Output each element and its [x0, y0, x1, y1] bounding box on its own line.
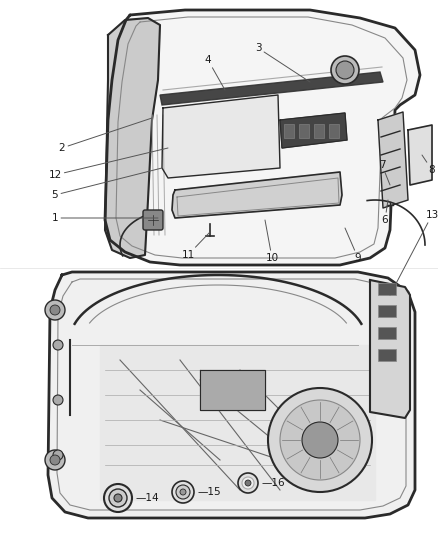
Text: 8: 8 — [422, 155, 435, 175]
FancyBboxPatch shape — [143, 210, 163, 230]
Bar — [378, 349, 396, 361]
Polygon shape — [370, 280, 410, 418]
Circle shape — [268, 388, 372, 492]
Circle shape — [172, 481, 194, 503]
Circle shape — [336, 61, 354, 79]
Polygon shape — [299, 124, 309, 138]
Text: 10: 10 — [265, 220, 279, 263]
Circle shape — [53, 395, 63, 405]
Polygon shape — [408, 125, 432, 185]
Circle shape — [50, 305, 60, 315]
Circle shape — [242, 477, 254, 489]
Text: —14: —14 — [136, 493, 159, 503]
Circle shape — [53, 340, 63, 350]
Circle shape — [180, 489, 186, 495]
Polygon shape — [314, 124, 324, 138]
Circle shape — [176, 485, 190, 499]
Polygon shape — [280, 113, 347, 148]
Text: 3: 3 — [254, 43, 310, 82]
Text: 5: 5 — [52, 168, 162, 200]
Bar — [378, 305, 396, 317]
Circle shape — [45, 300, 65, 320]
Polygon shape — [329, 124, 339, 138]
Text: —15: —15 — [198, 487, 222, 497]
Text: 13: 13 — [390, 210, 438, 295]
Text: 1: 1 — [52, 213, 158, 223]
Text: 2: 2 — [59, 118, 152, 153]
Polygon shape — [378, 112, 408, 208]
Text: 7: 7 — [379, 160, 390, 185]
Text: 9: 9 — [345, 228, 361, 263]
Polygon shape — [105, 10, 420, 265]
Circle shape — [238, 473, 258, 493]
Circle shape — [104, 484, 132, 512]
Polygon shape — [172, 172, 342, 218]
Text: 12: 12 — [48, 148, 168, 180]
Circle shape — [53, 450, 63, 460]
Text: 11: 11 — [181, 232, 210, 260]
Text: —16: —16 — [262, 478, 286, 488]
Circle shape — [245, 480, 251, 486]
Polygon shape — [100, 345, 375, 500]
Polygon shape — [284, 124, 294, 138]
Circle shape — [302, 422, 338, 458]
Polygon shape — [48, 272, 415, 518]
Circle shape — [45, 450, 65, 470]
Polygon shape — [200, 370, 265, 410]
Polygon shape — [162, 95, 280, 178]
Polygon shape — [105, 18, 160, 258]
Circle shape — [109, 489, 127, 507]
Text: 6: 6 — [381, 200, 389, 225]
Polygon shape — [160, 72, 383, 105]
Text: 4: 4 — [205, 55, 225, 90]
Circle shape — [114, 494, 122, 502]
Bar — [378, 327, 396, 339]
Bar — [378, 283, 396, 295]
Circle shape — [331, 56, 359, 84]
Circle shape — [280, 400, 360, 480]
Circle shape — [50, 455, 60, 465]
